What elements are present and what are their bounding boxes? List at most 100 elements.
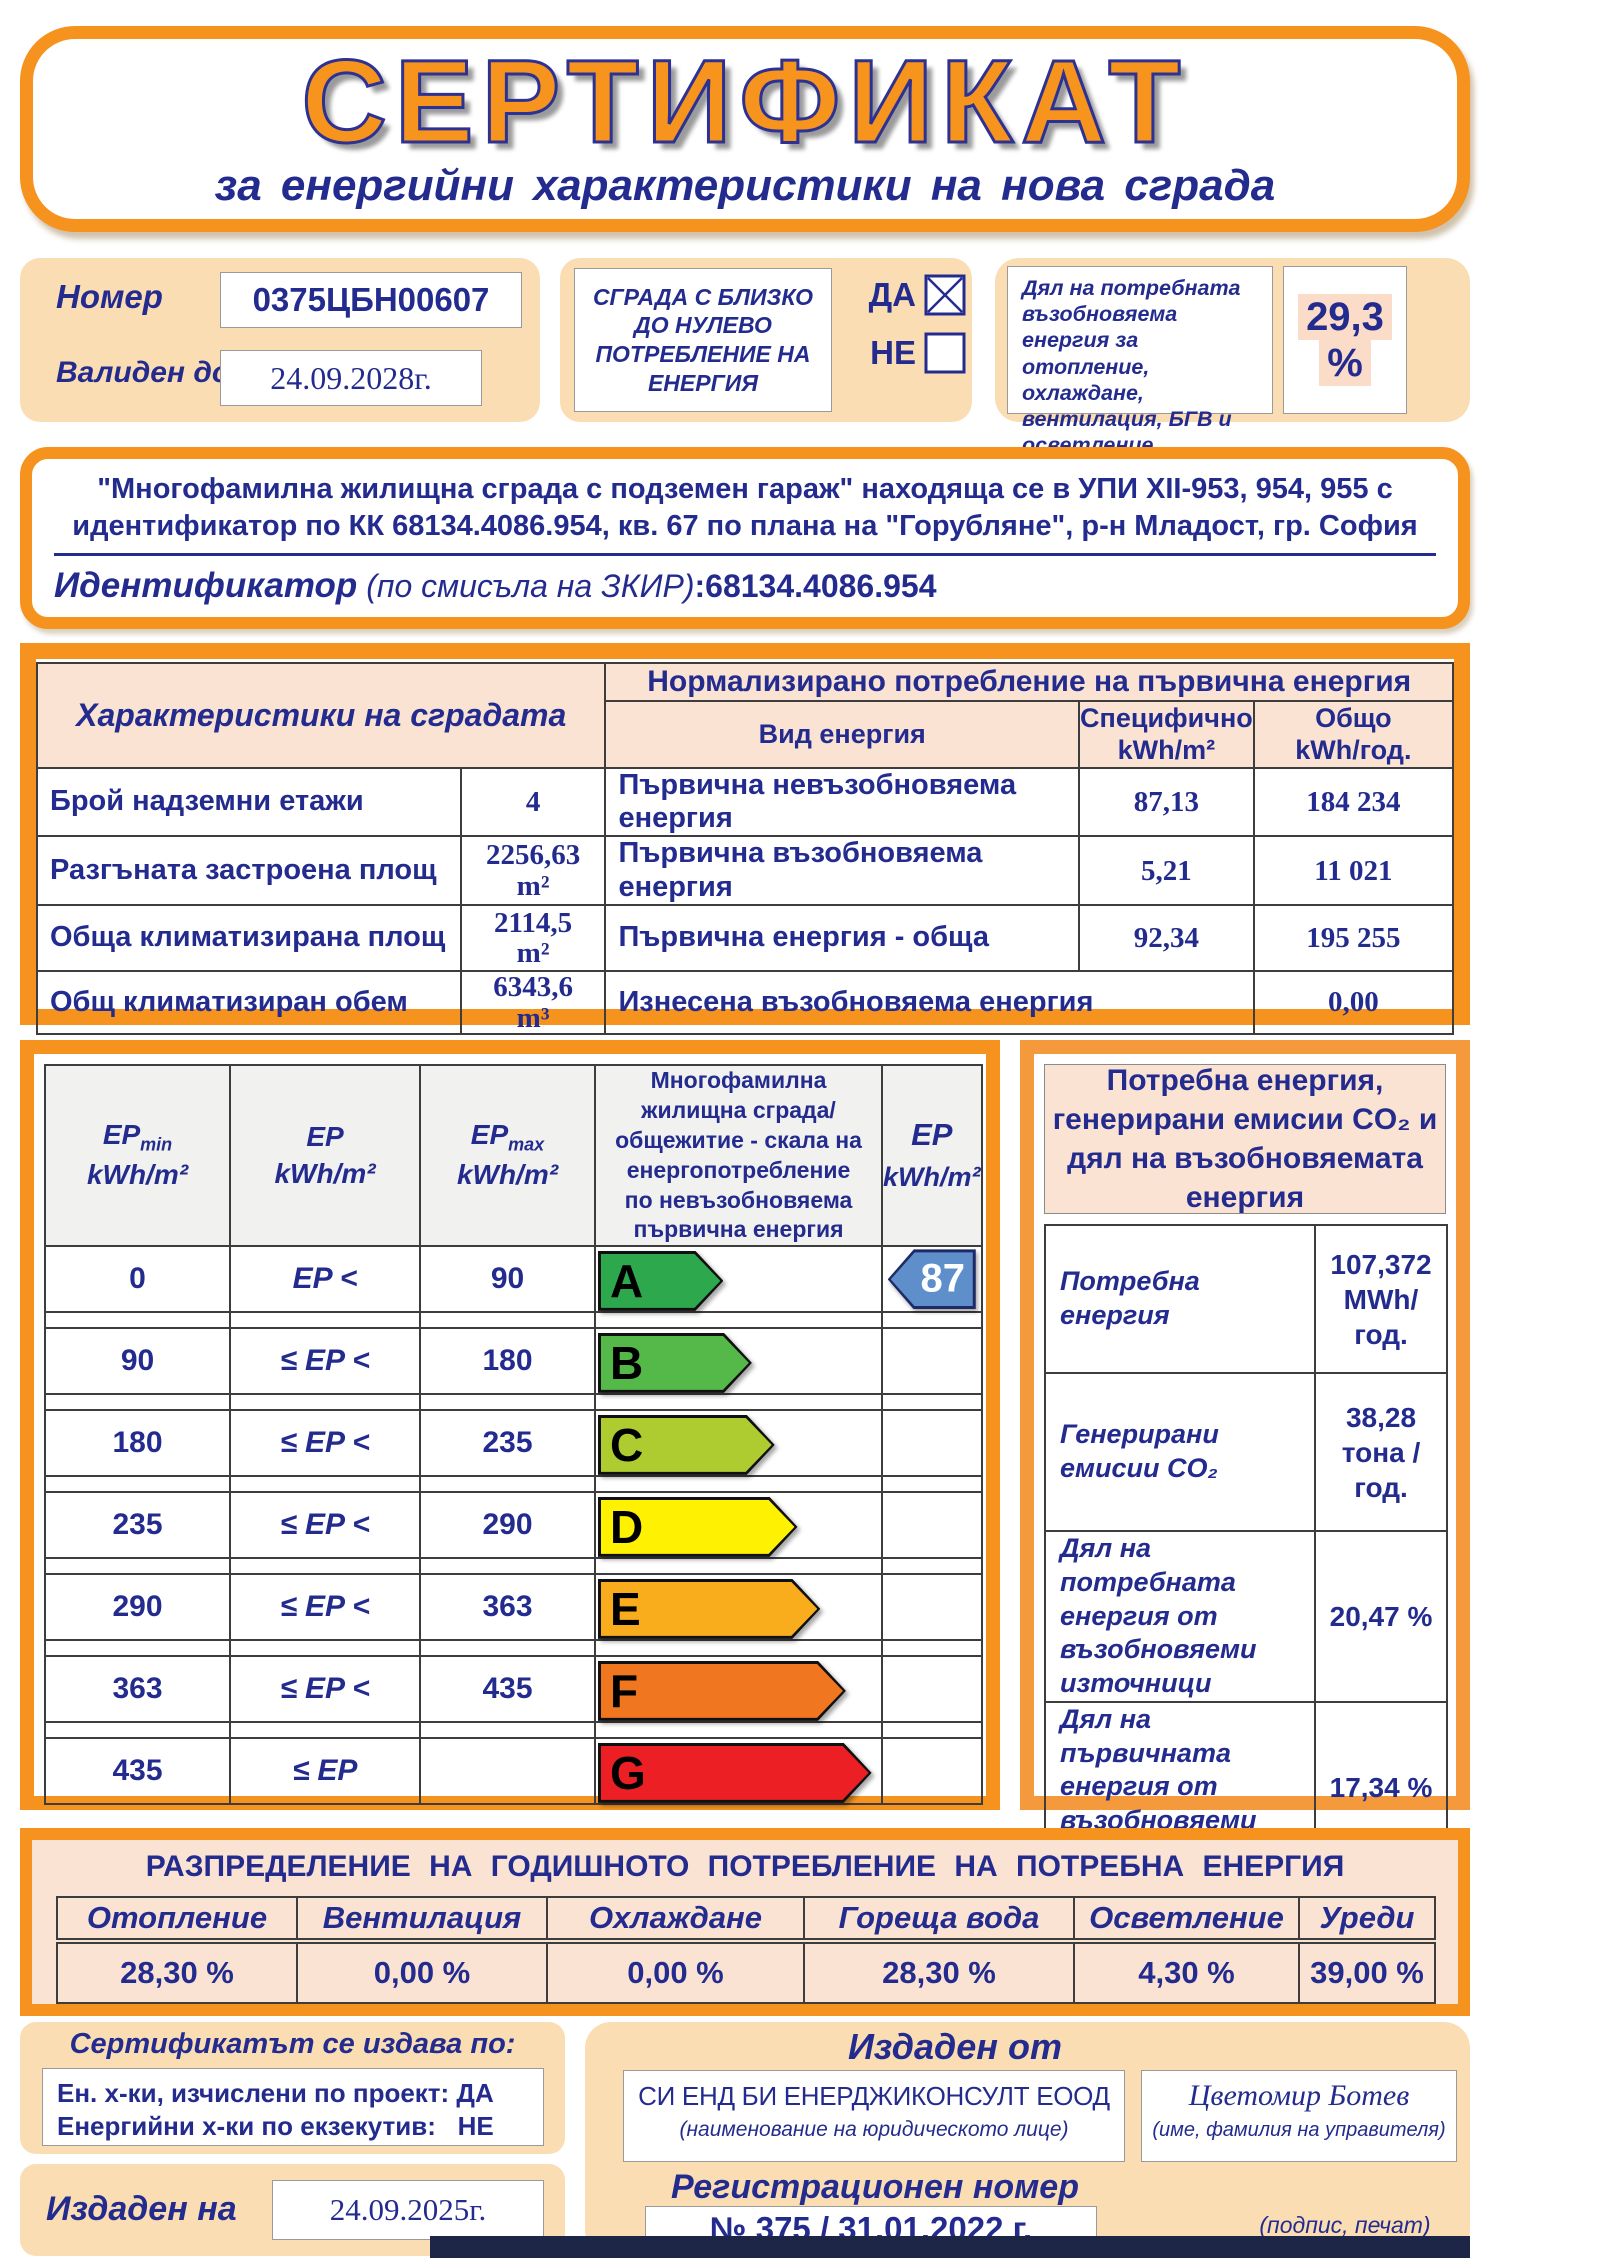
scale-separator-row	[44, 1475, 983, 1494]
column-header-specific-unit: kWh/m²	[1117, 735, 1216, 766]
class-bar-cell: F	[594, 1655, 883, 1724]
ep-value-marker: 87	[887, 1249, 976, 1310]
yes-checkbox-mark	[927, 277, 963, 313]
distribution-value: 4,30 %	[1073, 1940, 1300, 2004]
scale-class-row-f: 363 ≤ EP < 435 F	[44, 1655, 983, 1724]
class-d-bar: D	[598, 1497, 798, 1557]
ep-marker-cell: 87	[881, 1245, 983, 1314]
total-value: 184 234	[1252, 766, 1455, 838]
class-letter: C	[610, 1418, 644, 1471]
issued-on-label: Издаден на	[46, 2190, 237, 2228]
char-value: 4	[459, 766, 607, 838]
distribution-title: РАЗПРЕДЕЛЕНИЕ НА ГОДИШНОТО ПОТРЕБЛЕНИЕ Н…	[145, 1850, 1345, 1883]
characteristics-table: Характеристики на сградата Нормализирано…	[35, 662, 1455, 1036]
total-value: 195 255	[1252, 904, 1455, 973]
company-box: СИ ЕНД БИ ЕНЕРДЖИКОНСУЛТ ЕООД (наименова…	[623, 2070, 1125, 2162]
scale-class-row-c: 180 ≤ EP < 235 C	[44, 1409, 983, 1478]
class-e-bar: E	[598, 1579, 820, 1639]
distribution-value: 0,00 %	[296, 1940, 548, 2004]
class-min: 435	[44, 1737, 231, 1806]
distribution-header: Уреди	[1298, 1896, 1436, 1944]
consumption-value: 20,47 %	[1314, 1530, 1448, 1703]
certificate-subtitle: за енергийни характеристики на нова сгра…	[214, 160, 1276, 210]
class-min: 363	[44, 1655, 231, 1724]
nzeb-no-row: НЕ	[840, 332, 966, 374]
issued-on-value: 24.09.2025г.	[329, 2192, 487, 2227]
manager-note: (име, фамилия на управителя)	[1152, 2119, 1446, 2141]
consumption-label: Генерирани емисии CO₂	[1044, 1372, 1316, 1532]
class-operator: ≤ EP <	[229, 1327, 421, 1396]
consumption-label: Дял на потребната енергия от възобновяем…	[1044, 1530, 1316, 1703]
total-value: 0,00	[1252, 970, 1455, 1036]
class-bar-cell: G	[594, 1737, 883, 1806]
class-letter: D	[610, 1500, 644, 1553]
yes-label: ДА	[868, 276, 916, 313]
issuance-basis-title: Сертификатът се издава по:	[69, 2028, 516, 2060]
identifier-note: (по смисъла на ЗКИР)	[357, 568, 695, 605]
class-max	[419, 1737, 596, 1806]
consumption-panel-header: Потребна енергия, генерирани емисии CO₂ …	[1044, 1064, 1446, 1214]
energy-type-label: Първична невъзобновяема енергия	[604, 766, 1081, 838]
char-label: Брой надземни етажи	[36, 766, 462, 838]
class-bar-fill	[601, 1418, 772, 1472]
left-table-header: Характеристики на сградата	[35, 662, 607, 769]
class-bar-cell: C	[594, 1409, 883, 1478]
right-table-header: Нормализирано потребление на първична ен…	[604, 662, 1454, 702]
distribution-header-row: Отопление Вентилация Охлаждане Гореща во…	[56, 1896, 1436, 1944]
class-letter: G	[610, 1746, 646, 1799]
scale-class-row-e: 290 ≤ EP < 363 E	[44, 1573, 983, 1642]
issuance-basis-panel: Сертификатът се издава по: Ен. х-ки, изч…	[20, 2022, 565, 2154]
class-operator: EP <	[229, 1245, 421, 1314]
company-name: СИ ЕНД БИ ЕНЕРДЖИКОНСУЛТ ЕООД	[638, 2081, 1110, 2111]
class-bar-fill	[601, 1746, 869, 1800]
char-value-number: 4	[525, 785, 541, 818]
nzeb-label-box: СГРАДА С БЛИЗКО ДО НУЛЕВО ПОТРЕБЛЕНИЕ НА…	[574, 268, 832, 412]
class-min: 0	[44, 1245, 231, 1314]
energy-type-label: Първична възобновяема енергия	[604, 835, 1081, 907]
scale-class-row-g: 435 ≤ EP G	[44, 1737, 983, 1806]
scale-separator-row	[44, 1557, 983, 1576]
distribution-value: 39,00 %	[1298, 1940, 1436, 2004]
char-value-number: 2256,63	[485, 839, 581, 872]
bottom-scan-strip	[430, 2236, 1470, 2258]
ep-base: EP	[306, 1121, 344, 1153]
ep-value-unit: kWh/m²	[883, 1161, 981, 1192]
class-letter: E	[610, 1582, 641, 1635]
class-min: 235	[44, 1491, 231, 1560]
class-g-bar: G	[598, 1743, 872, 1803]
scale-separator-row	[44, 1721, 983, 1740]
issuance-line2: Енергийни х-ки по екзекутив: НЕ	[57, 2110, 494, 2141]
ep-value-base: EP	[911, 1117, 953, 1153]
class-bar-cell: A	[594, 1245, 883, 1314]
signature-note: (подпис, печат)	[1259, 2212, 1431, 2238]
number-value-box: 0375ЦБН00607	[220, 272, 522, 328]
scale-separator-row	[44, 1393, 983, 1412]
epmax-base: EP	[470, 1119, 509, 1151]
scale-header-ep: EP kWh/m²	[229, 1063, 421, 1248]
scale-class-row-a: 0 EP < 90 A 87	[44, 1245, 983, 1314]
table-row: Обща климатизирана площ 2114,5 m² Първич…	[36, 904, 1455, 973]
char-label: Обща климатизирана площ	[36, 904, 462, 973]
scale-separator-row	[44, 1639, 983, 1658]
distribution-header: Охлаждане	[546, 1896, 805, 1944]
certificate-title: СЕРТИФИКАТ	[300, 36, 1189, 168]
table-row: Общ климатизиран обем 6343,6 m³ Изнесена…	[36, 970, 1455, 1036]
identifier-label: Идентификатор	[54, 566, 358, 606]
issuance-line1: Ен. х-ки, изчислени по проект: ДА	[57, 2078, 494, 2108]
epmax-unit: kWh/m²	[456, 1159, 559, 1191]
specific-value: 87,13	[1078, 766, 1255, 838]
class-letter: F	[610, 1664, 639, 1717]
class-bar-fill	[601, 1336, 749, 1390]
distribution-value: 0,00 %	[546, 1940, 805, 2004]
energy-scale-table: EPmin kWh/m² EP kWh/m² EPmax kWh/m² Многофа…	[44, 1063, 983, 1806]
number-value: 0375ЦБН00607	[252, 281, 490, 318]
issuance-basis-box: Ен. х-ки, изчислени по проект: ДА Енерги…	[42, 2068, 544, 2146]
column-header-energy-type: Вид енергия	[604, 700, 1081, 769]
distribution-value: 28,30 %	[56, 1940, 298, 2004]
class-operator: ≤ EP <	[229, 1655, 421, 1724]
column-header-total-unit: kWh/год.	[1295, 735, 1412, 766]
class-max: 180	[419, 1327, 596, 1396]
distribution-value-row: 28,30 % 0,00 % 0,00 % 28,30 % 4,30 % 39,…	[56, 1940, 1436, 2004]
no-label: НЕ	[870, 334, 916, 371]
